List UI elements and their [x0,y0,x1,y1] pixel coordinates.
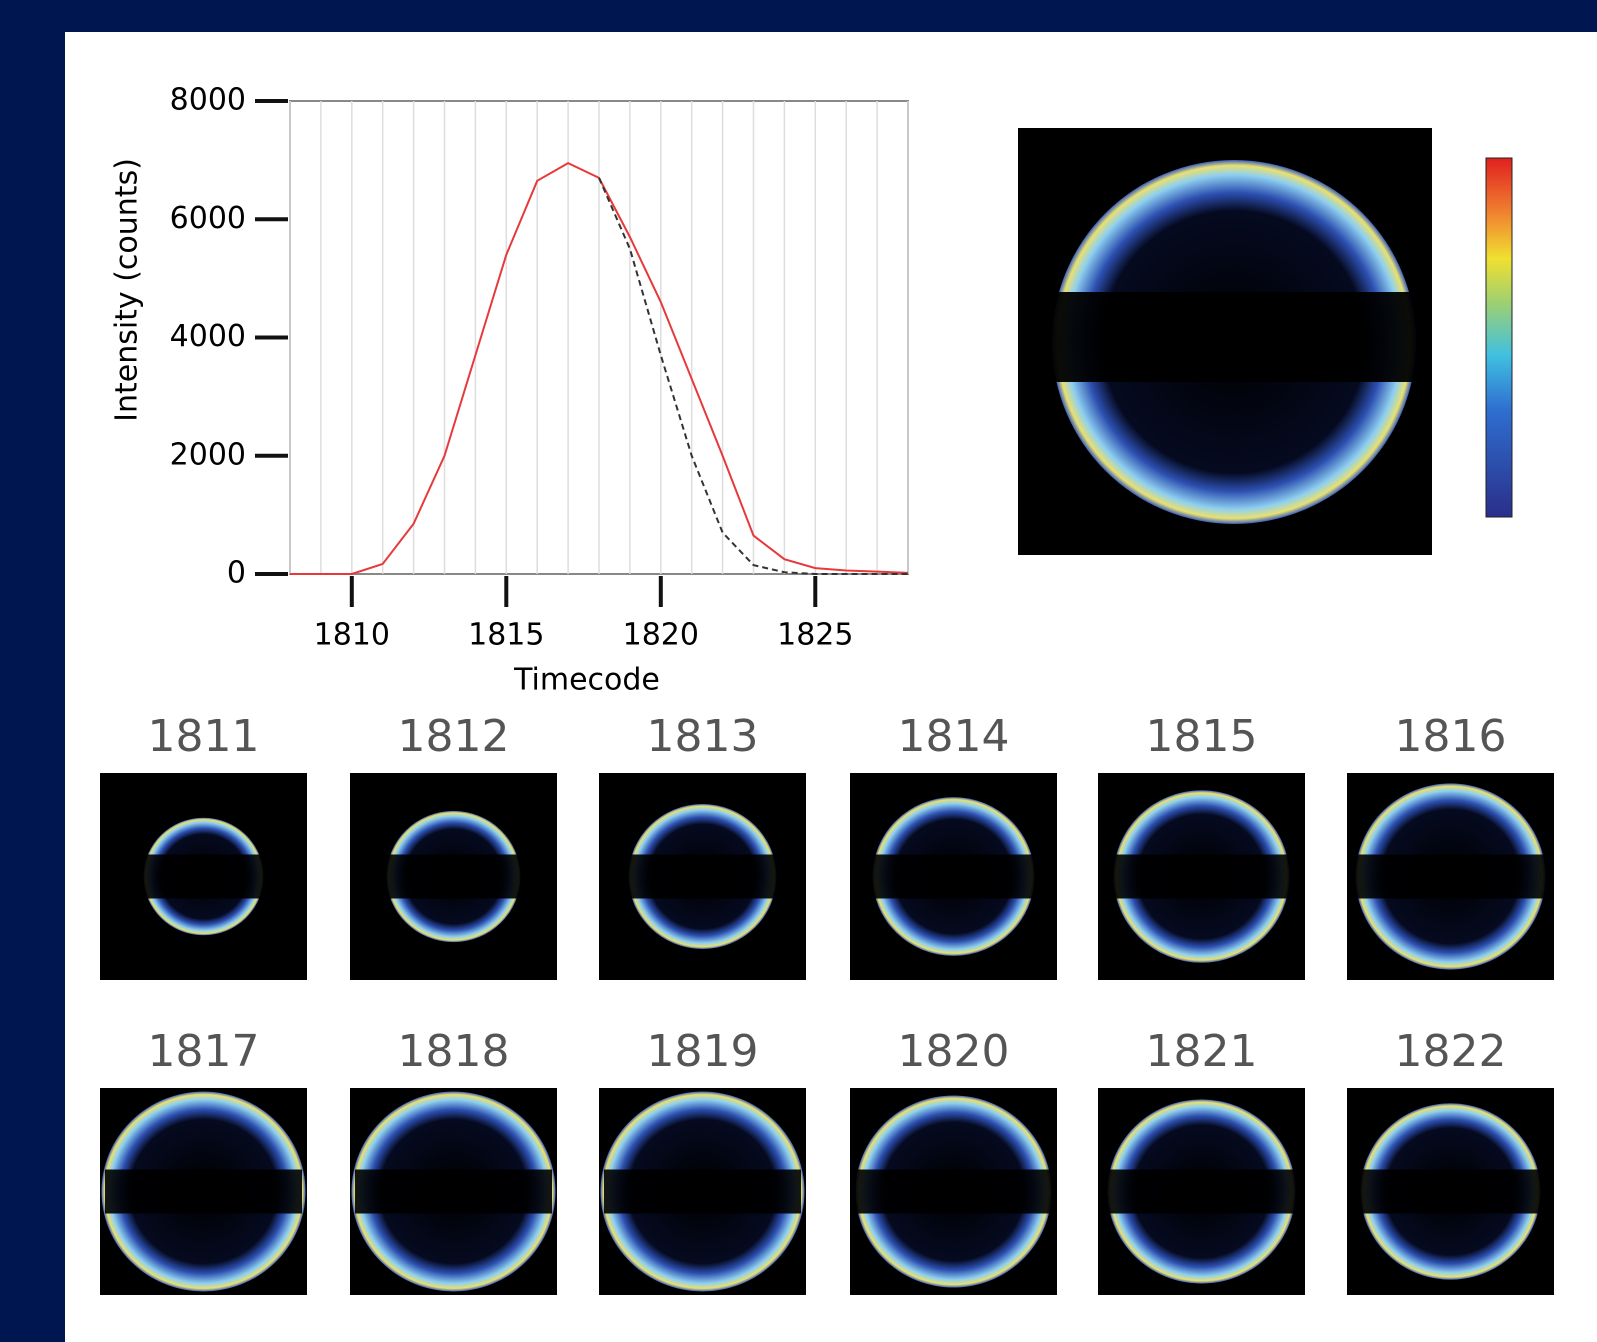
y-tick-label: 4000 [170,319,246,354]
frame-label: 1813 [647,711,759,762]
shadow-band [105,854,302,899]
shadow-band [1103,1169,1300,1214]
frame-label: 1818 [398,1026,510,1077]
y-tick-label: 6000 [170,201,246,236]
frame-label: 1811 [148,711,260,762]
x-tick-label: 1815 [468,618,544,653]
shadow-band [1040,292,1420,382]
shadow-band [105,1169,302,1214]
y-tick-label: 2000 [170,437,246,472]
frame-label: 1815 [1146,711,1258,762]
shadow-band [1352,854,1549,899]
x-axis-label: Timecode [513,663,660,698]
shadow-band [604,854,801,899]
y-tick-label: 0 [227,556,246,591]
shadow-band [1352,1169,1549,1214]
x-tick-label: 1825 [777,618,853,653]
frame-label: 1817 [148,1026,260,1077]
frame-label: 1814 [898,711,1010,762]
frame-label: 1822 [1395,1026,1507,1077]
shadow-band [355,1169,552,1214]
frame-label: 1816 [1395,711,1507,762]
shadow-band [604,1169,801,1214]
series-line [598,177,908,575]
frame-label: 1812 [398,711,510,762]
shadow-band [855,1169,1052,1214]
x-tick-label: 1820 [623,618,699,653]
shadow-band [355,854,552,899]
y-tick-label: 8000 [170,83,246,118]
frame-label: 1819 [647,1026,759,1077]
frame-label: 1820 [898,1026,1010,1077]
frame-label: 1821 [1146,1026,1258,1077]
x-tick-label: 1810 [314,618,390,653]
shadow-band [855,854,1052,899]
shadow-band [1103,854,1300,899]
y-axis-label: Intensity (counts) [110,158,145,422]
colorbar [1485,157,1513,518]
